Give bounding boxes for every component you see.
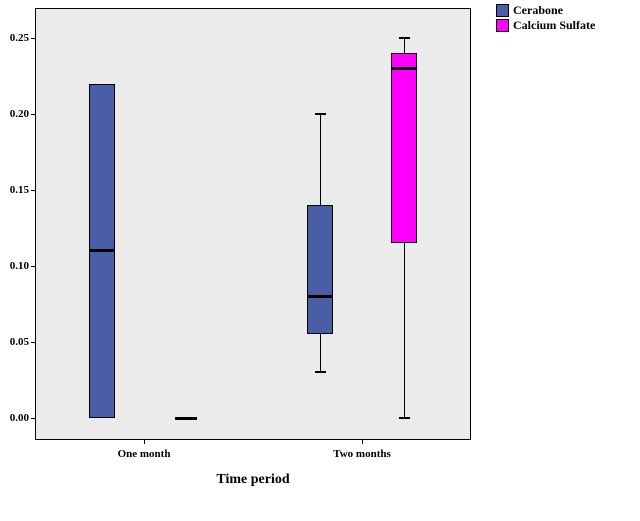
x-tick-mark [362,440,363,444]
y-tick-mark [31,114,35,115]
y-tick-mark [31,38,35,39]
boxplot-box [391,53,417,244]
y-tick-label: 0.10 [9,260,29,272]
y-tick-mark [31,342,35,343]
lower-whisker-cap [314,371,326,374]
upper-whisker-line [320,114,321,206]
legend-swatch-cerabone [496,4,509,17]
y-tick-mark [31,266,35,267]
upper-whisker-cap [398,37,410,39]
y-tick-label: 0.20 [9,108,29,120]
lower-whisker-line [404,243,405,418]
lower-whisker-line [320,334,321,373]
boxplot-box [307,205,333,335]
legend-swatch-calcium-sulfate [496,19,509,32]
median-line [175,416,197,420]
y-tick-mark [31,190,35,191]
legend-item: Calcium Sulfate [496,19,595,32]
median-line [392,66,416,70]
median-line [90,249,114,253]
x-category-label: Two months [333,448,391,460]
x-axis-title: Time period [216,472,290,487]
x-category-label: One month [117,448,171,460]
legend: Cerabone Calcium Sulfate [496,4,595,34]
upper-whisker-line [404,38,405,54]
y-tick-label: 0.05 [9,336,29,348]
median-line [308,294,332,298]
x-tick-mark [144,440,145,444]
y-tick-mark [31,418,35,419]
legend-item: Cerabone [496,4,595,17]
y-tick-label: 0.00 [9,412,29,424]
legend-label: Cerabone [513,3,563,17]
y-tick-label: 0.15 [9,184,29,196]
legend-label: Calcium Sulfate [513,18,596,32]
y-tick-label: 0.25 [9,32,29,44]
lower-whisker-cap [398,417,410,419]
upper-whisker-cap [314,113,326,115]
